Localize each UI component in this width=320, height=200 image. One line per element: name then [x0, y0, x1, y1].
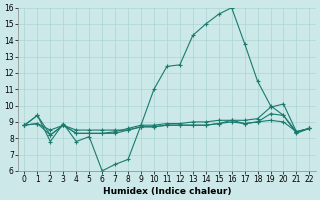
X-axis label: Humidex (Indice chaleur): Humidex (Indice chaleur) — [103, 187, 231, 196]
